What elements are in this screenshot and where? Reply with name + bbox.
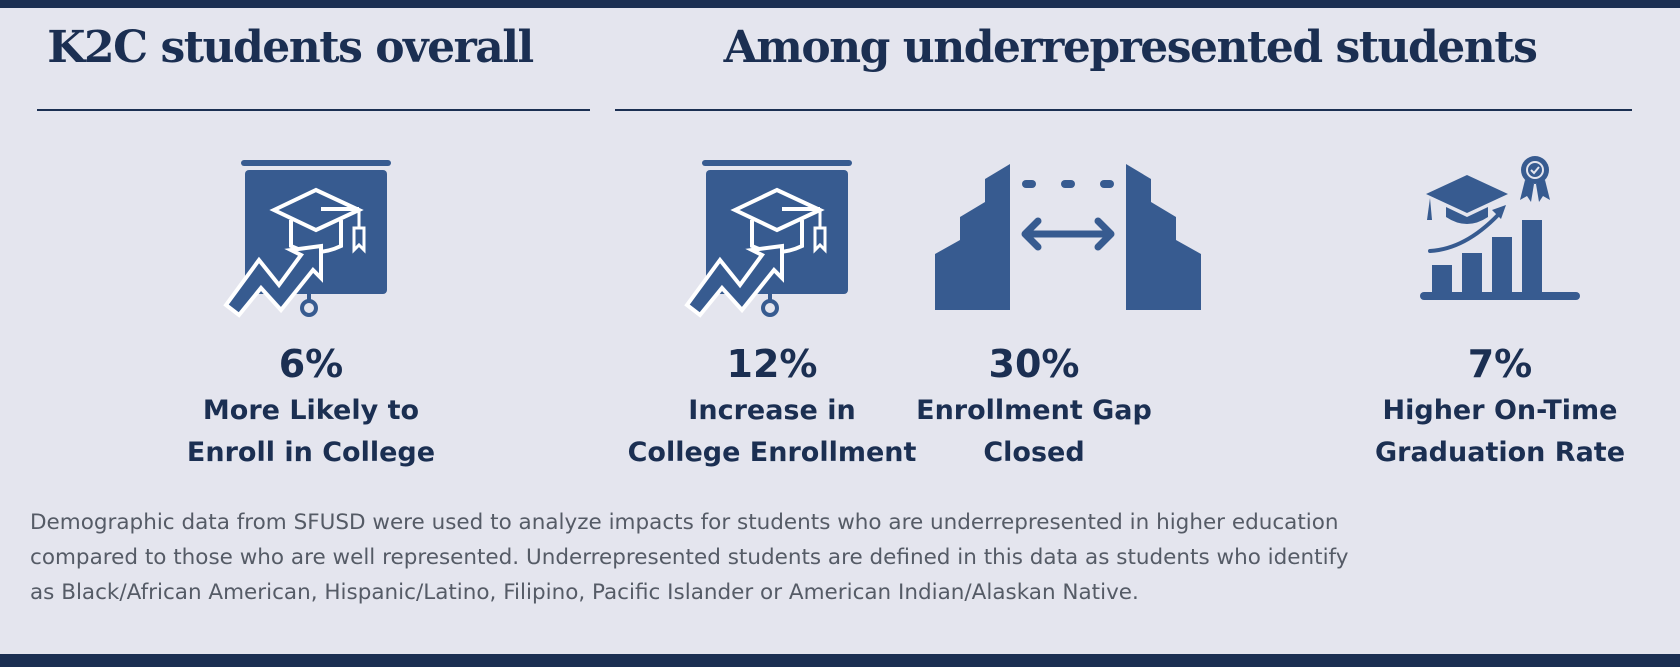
stat-value: 6% xyxy=(278,342,344,386)
stat-value: 12% xyxy=(726,342,818,386)
stat-card-enroll-likely: 6% More Likely to Enroll in College xyxy=(151,150,471,474)
stat-label-line1: Enrollment Gap xyxy=(916,395,1152,426)
stat-label-line2: College Enrollment xyxy=(627,437,917,468)
stat-value: 30% xyxy=(988,342,1080,386)
stat-card-graduation-rate: 7% Higher On-Time Graduation Rate xyxy=(1340,150,1660,474)
stat-label-line2: Closed xyxy=(983,437,1085,468)
stat-card-gap-closed: 30% Enrollment Gap Closed xyxy=(908,150,1228,474)
stat-label-line2: Graduation Rate xyxy=(1374,437,1626,468)
footnote-line: Demographic data from SFUSD were used to… xyxy=(30,510,1339,535)
bottom-border xyxy=(0,654,1680,667)
top-border xyxy=(0,0,1680,8)
stat-card-enrollment-increase: 12% Increase in College Enrollment xyxy=(612,150,932,474)
stat-label-line1: Higher On-Time xyxy=(1382,395,1618,426)
gap-closing-buildings-icon xyxy=(935,164,1201,310)
stat-label-line1: Increase in xyxy=(688,395,856,426)
footnote-line: compared to those who are well represent… xyxy=(30,545,1349,570)
stat-label-line1: More Likely to xyxy=(202,395,420,426)
presentation-graduation-cap-chart-icon xyxy=(223,160,391,318)
heading-rule-overall xyxy=(37,109,590,111)
heading-rule-underrepresented xyxy=(615,109,1632,111)
heading-overall: K2C students overall xyxy=(47,22,534,73)
heading-underrepresented: Among underrepresented students xyxy=(723,22,1538,73)
graduation-growth-chart-icon xyxy=(1420,156,1580,300)
footnote: Demographic data from SFUSD were used to… xyxy=(30,505,1660,610)
stat-label-line2: Enroll in College xyxy=(186,437,436,468)
stat-value: 7% xyxy=(1467,342,1533,386)
footnote-line: as Black/African American, Hispanic/Lati… xyxy=(30,580,1139,605)
presentation-graduation-cap-chart-icon xyxy=(684,160,852,318)
